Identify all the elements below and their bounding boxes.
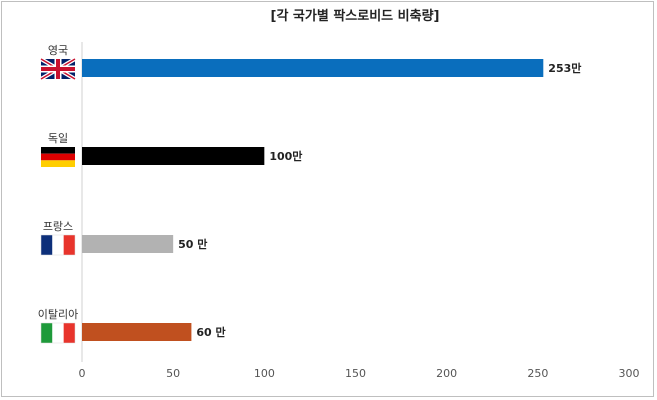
category-label-2: 프랑스 xyxy=(43,220,73,233)
x-tick-label-4: 200 xyxy=(436,367,457,380)
uk-flag-icon xyxy=(39,57,77,81)
data-label-1: 100만 xyxy=(269,149,302,163)
x-tick-label-2: 100 xyxy=(254,367,275,380)
italy-flag-icon xyxy=(40,322,76,344)
bar-3 xyxy=(82,323,192,341)
chart-title: [각 국가별 팍스로비드 비축량] xyxy=(271,8,440,24)
france-flag-icon xyxy=(40,234,76,256)
x-tick-label-3: 150 xyxy=(345,367,366,380)
data-label-3: 60 만 xyxy=(196,325,225,339)
bar-0 xyxy=(82,59,544,77)
bar-2 xyxy=(82,235,174,253)
category-label-1: 독일 xyxy=(48,131,68,145)
category-label-0: 영국 xyxy=(48,44,68,57)
x-tick-label-5: 250 xyxy=(527,367,548,380)
bar-1 xyxy=(82,147,265,165)
x-tick-label-1: 50 xyxy=(166,367,180,380)
x-tick-label-0: 0 xyxy=(79,367,86,380)
data-label-0: 253만 xyxy=(548,61,581,75)
data-label-2: 50 만 xyxy=(178,237,207,251)
category-label-3: 이탈리아 xyxy=(38,308,78,321)
x-tick-label-6: 300 xyxy=(619,367,640,380)
germany-flag-icon xyxy=(41,147,75,167)
